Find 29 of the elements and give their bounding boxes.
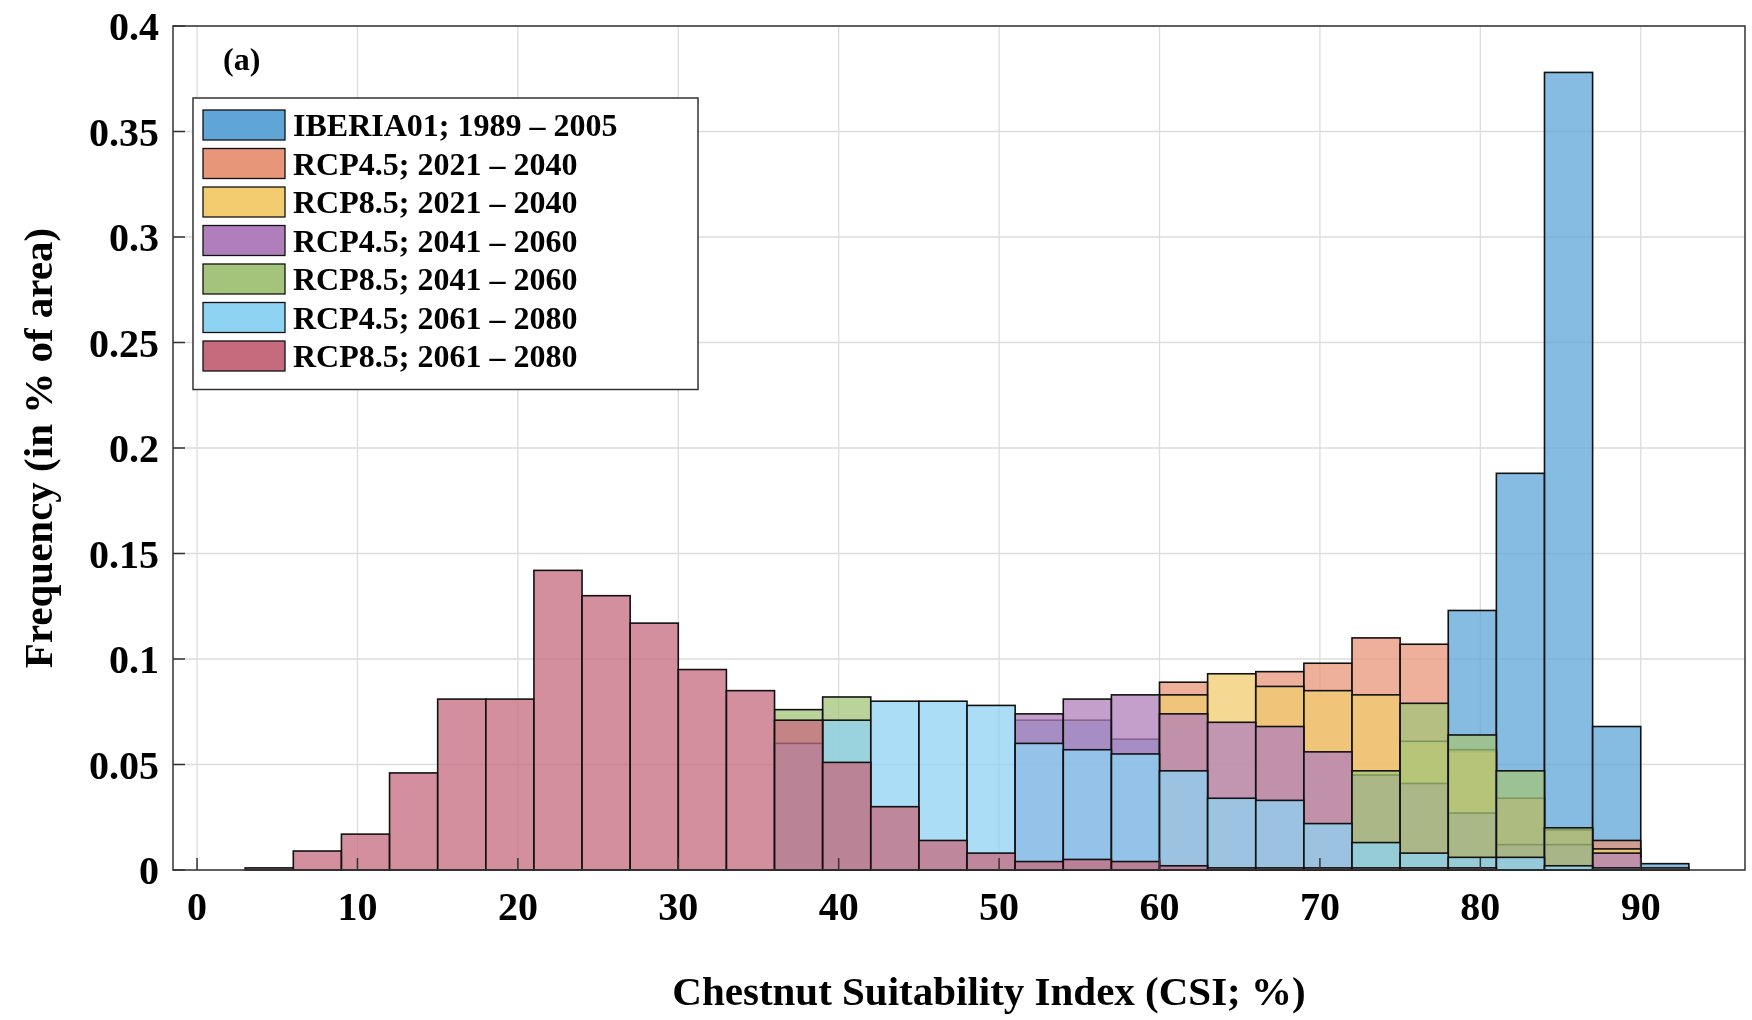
y-tick-label: 0.15 xyxy=(89,531,159,577)
legend-label: IBERIA01; 1989 – 2005 xyxy=(293,107,618,144)
x-tick-label: 30 xyxy=(658,884,699,929)
x-axis-title: Chestnut Suitability Index (CSI; %) xyxy=(672,968,1306,1014)
x-tick-label: 60 xyxy=(1139,884,1180,929)
y-tick-label: 0.2 xyxy=(109,426,159,471)
legend-label: RCP4.5; 2021 – 2040 xyxy=(293,145,578,182)
legend-label: RCP4.5; 2041 – 2060 xyxy=(293,222,578,259)
y-tick-label: 0.35 xyxy=(89,109,159,155)
legend-label: RCP8.5; 2021 – 2040 xyxy=(293,184,578,221)
legend-label: RCP8.5; 2061 – 2080 xyxy=(293,338,578,375)
y-tick-label: 0.05 xyxy=(89,742,159,788)
x-tick-label: 40 xyxy=(818,884,859,929)
y-tick-label: 0 xyxy=(139,848,159,893)
y-tick-label: 0.1 xyxy=(109,637,159,682)
x-tick-label: 20 xyxy=(497,884,538,929)
y-tick-label: 0.3 xyxy=(109,215,159,260)
y-tick-label: 0.4 xyxy=(109,4,159,49)
x-tick-label: 0 xyxy=(187,884,208,929)
y-tick-label: 0.25 xyxy=(89,320,159,366)
x-tick-label: 70 xyxy=(1299,884,1340,929)
legend-label: RCP4.5; 2061 – 2080 xyxy=(293,299,578,336)
x-tick-label: 50 xyxy=(979,884,1020,929)
x-tick-label: 90 xyxy=(1620,884,1661,929)
x-tick-label: 80 xyxy=(1460,884,1501,929)
legend-label: RCP8.5; 2041 – 2060 xyxy=(293,261,578,298)
x-tick-label: 10 xyxy=(337,884,378,929)
y-axis-title: Frequency (in % of area) xyxy=(15,227,61,669)
annotation: (a) xyxy=(223,41,261,77)
